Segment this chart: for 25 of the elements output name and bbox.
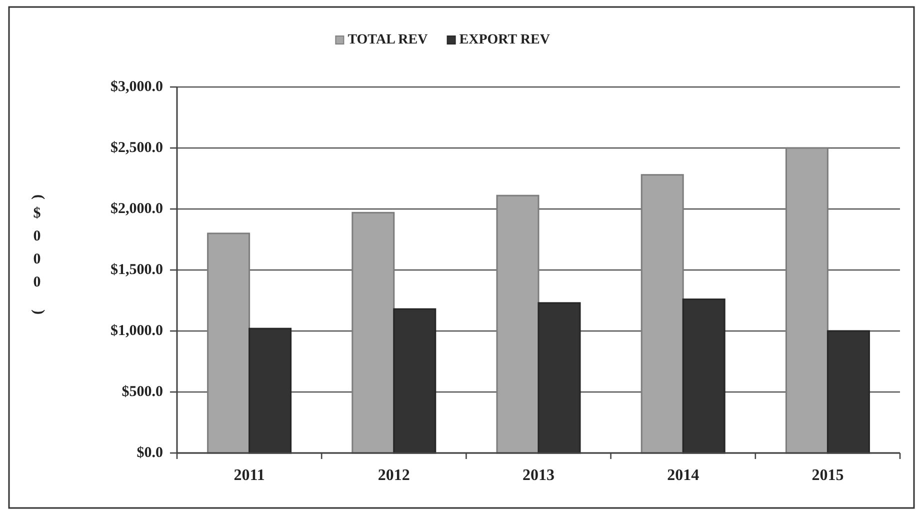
bar	[207, 232, 250, 454]
bar	[785, 147, 828, 454]
x-tick-label: 2015	[812, 467, 844, 484]
bar	[640, 174, 684, 454]
bar	[826, 330, 870, 454]
bar	[538, 302, 581, 454]
x-tick-label: 2013	[522, 467, 554, 484]
y-tick-label: $0.0	[136, 445, 163, 461]
bar	[393, 308, 436, 454]
legend-label: EXPORT REV	[459, 32, 550, 48]
y-tick-label: $1,500.0	[110, 262, 163, 278]
x-tick-label: 2014	[667, 467, 700, 484]
legend-label: TOTAL REV	[348, 32, 428, 48]
y-tick-label: $2,000.0	[110, 201, 163, 217]
bar	[682, 298, 726, 454]
bar	[248, 328, 292, 454]
y-tick-label: $1,000.0	[110, 323, 163, 339]
text: ($000)	[30, 194, 46, 314]
bar	[496, 194, 540, 454]
y-tick-label: $500.0	[122, 384, 163, 400]
y-tick-label: $3,000.0	[110, 79, 163, 95]
bar	[352, 212, 395, 454]
y-tick-label: $2,500.0	[110, 140, 163, 156]
x-tick-label: 2011	[234, 467, 265, 484]
x-tick-label: 2012	[378, 467, 410, 484]
